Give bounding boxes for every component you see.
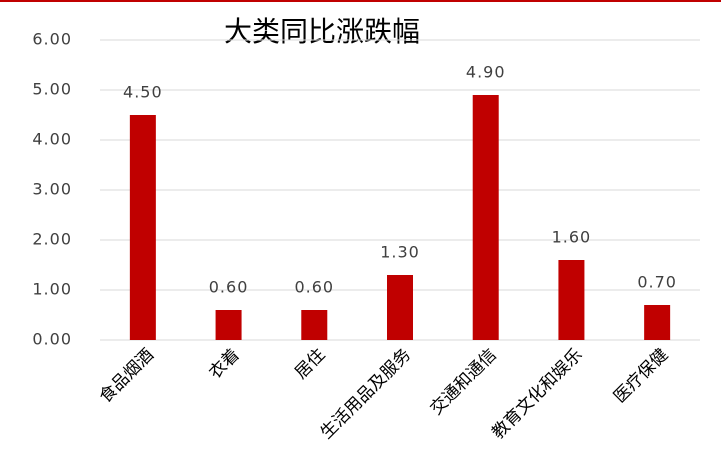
value-label: 0.60 (294, 278, 334, 297)
x-tick-label: 生活用品及服务 (317, 345, 415, 443)
bar (301, 310, 328, 340)
x-tick-label: 衣着 (205, 345, 243, 383)
x-tick-label: 教育文化和娱乐 (488, 345, 586, 443)
bar (129, 115, 156, 340)
y-tick-label: 6.00 (32, 30, 72, 49)
value-label: 0.70 (637, 273, 677, 292)
y-tick-label: 4.00 (32, 130, 72, 149)
y-tick-label: 5.00 (32, 80, 72, 99)
y-tick-label: 1.00 (32, 280, 72, 299)
chart-title: 大类同比涨跌幅 (224, 15, 420, 48)
x-tick-label: 交通和通信 (427, 345, 501, 419)
x-tick-label: 医疗保健 (610, 345, 672, 407)
bar (472, 95, 499, 340)
bar (215, 310, 242, 340)
y-tick-label: 0.00 (32, 330, 72, 349)
bar (558, 260, 585, 340)
bar (644, 305, 671, 340)
y-tick-label: 2.00 (32, 230, 72, 249)
x-tick-label: 食品烟酒 (96, 345, 158, 407)
x-tick-label: 居住 (291, 345, 329, 383)
value-label: 1.30 (380, 243, 420, 262)
y-tick-label: 3.00 (32, 180, 72, 199)
value-label: 0.60 (209, 278, 249, 297)
value-label: 1.60 (552, 228, 592, 247)
value-label: 4.90 (466, 63, 506, 82)
value-label: 4.50 (123, 83, 163, 102)
bar (387, 275, 413, 340)
